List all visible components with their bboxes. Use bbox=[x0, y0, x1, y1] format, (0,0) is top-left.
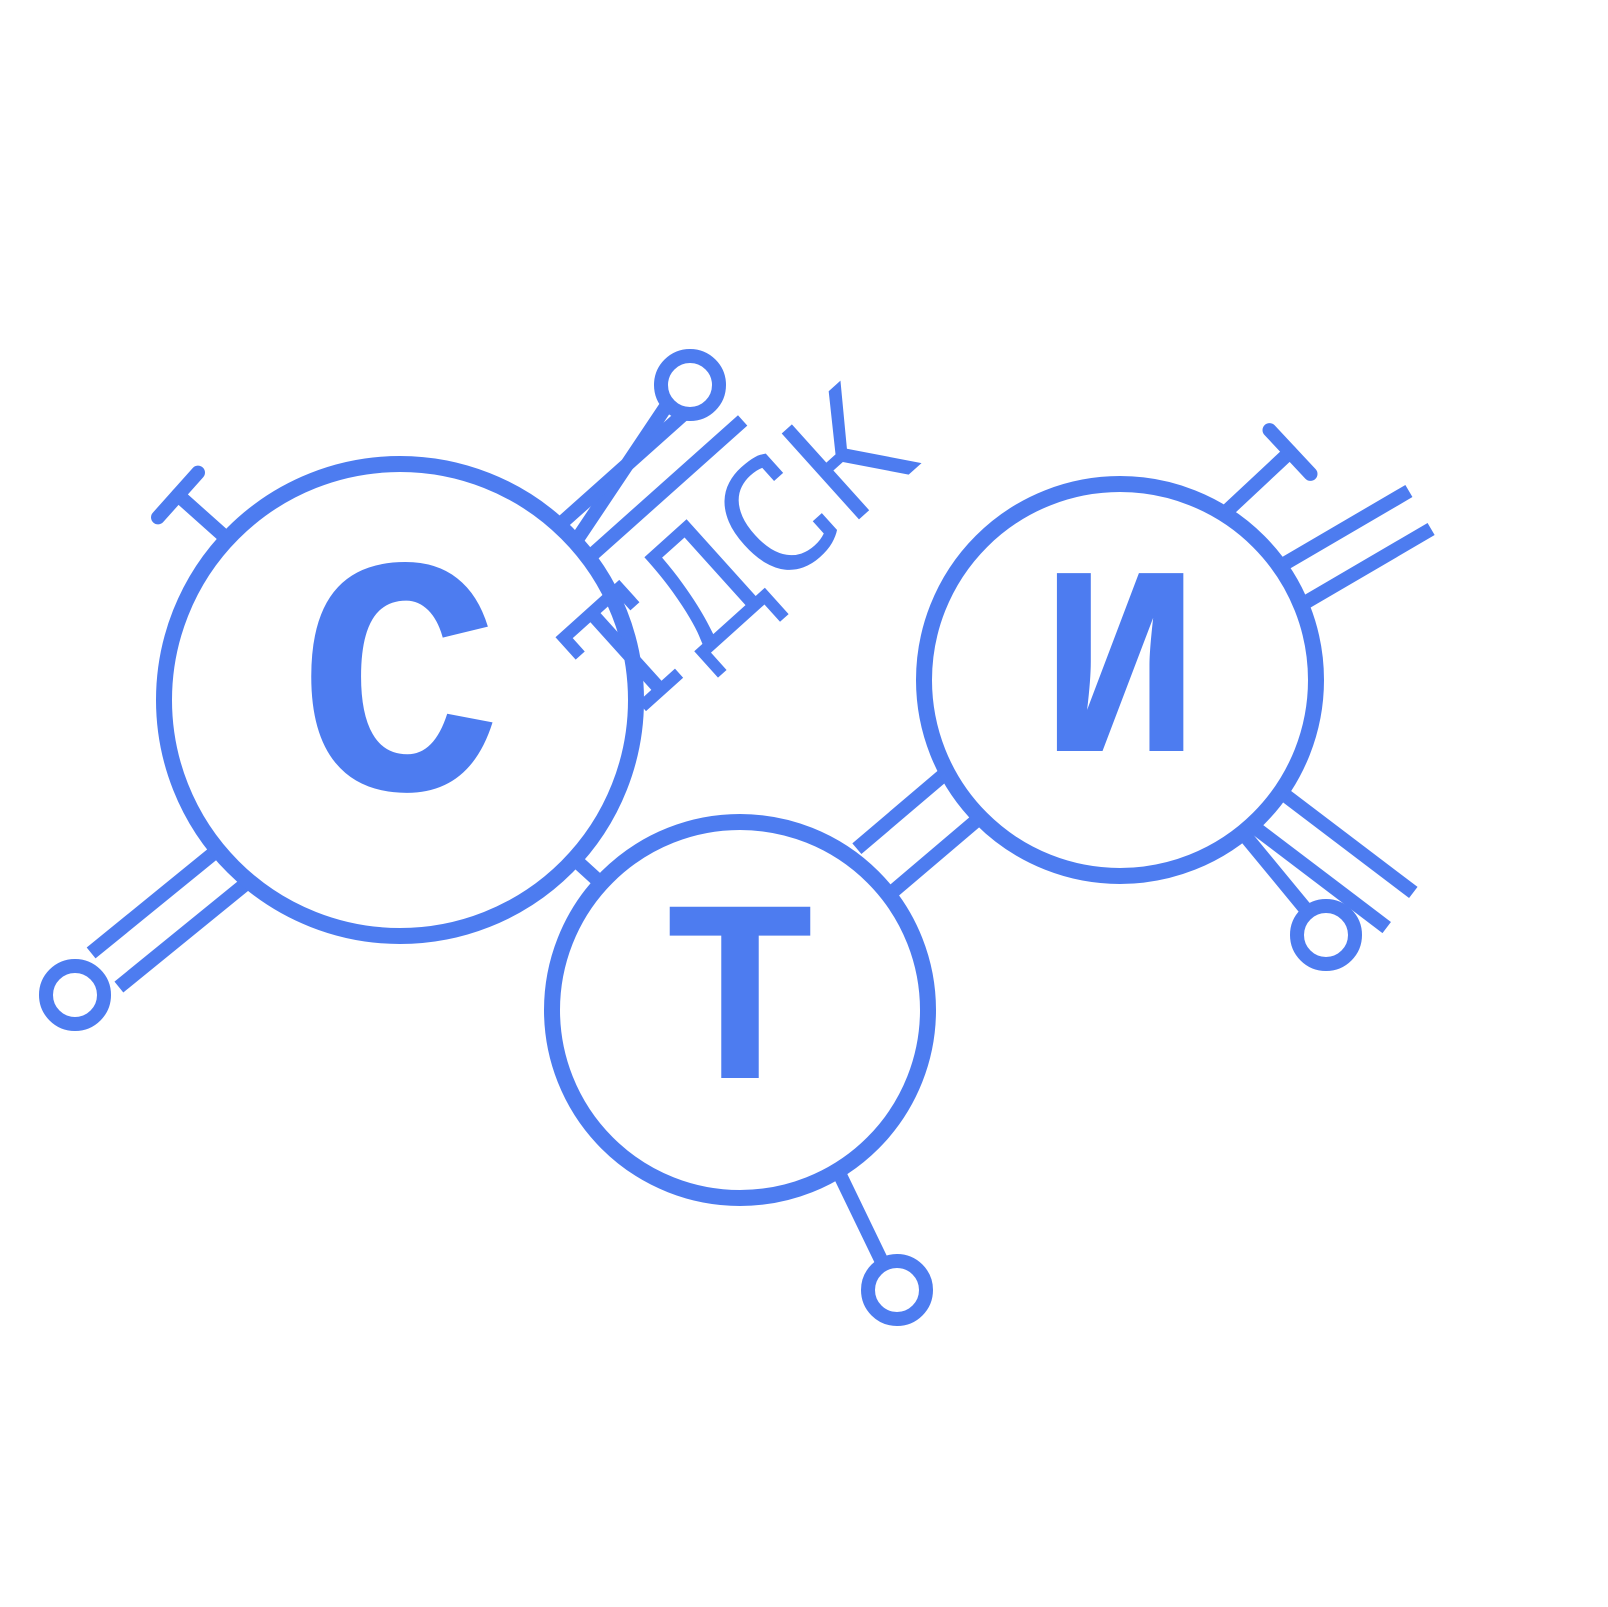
bond-c-dbl-bl-b bbox=[119, 882, 248, 987]
terminal-bot_mid bbox=[868, 1261, 926, 1319]
terminal-far_right bbox=[1297, 906, 1355, 964]
bond-c-dbl-bl-a bbox=[91, 848, 220, 953]
bond-i-tcap-tr bbox=[1228, 452, 1290, 510]
molecule-logo: СТИТДСК bbox=[0, 0, 1608, 1607]
node-letter-I: И bbox=[1039, 527, 1201, 833]
bond-t-bot-o bbox=[840, 1175, 883, 1264]
bond-i-dbl-br-b bbox=[1268, 782, 1413, 892]
node-letter-C: С bbox=[298, 508, 502, 893]
terminal-top_mid bbox=[661, 356, 719, 414]
node-letter-T: Т bbox=[662, 863, 818, 1157]
terminal-bot_left bbox=[46, 966, 104, 1024]
